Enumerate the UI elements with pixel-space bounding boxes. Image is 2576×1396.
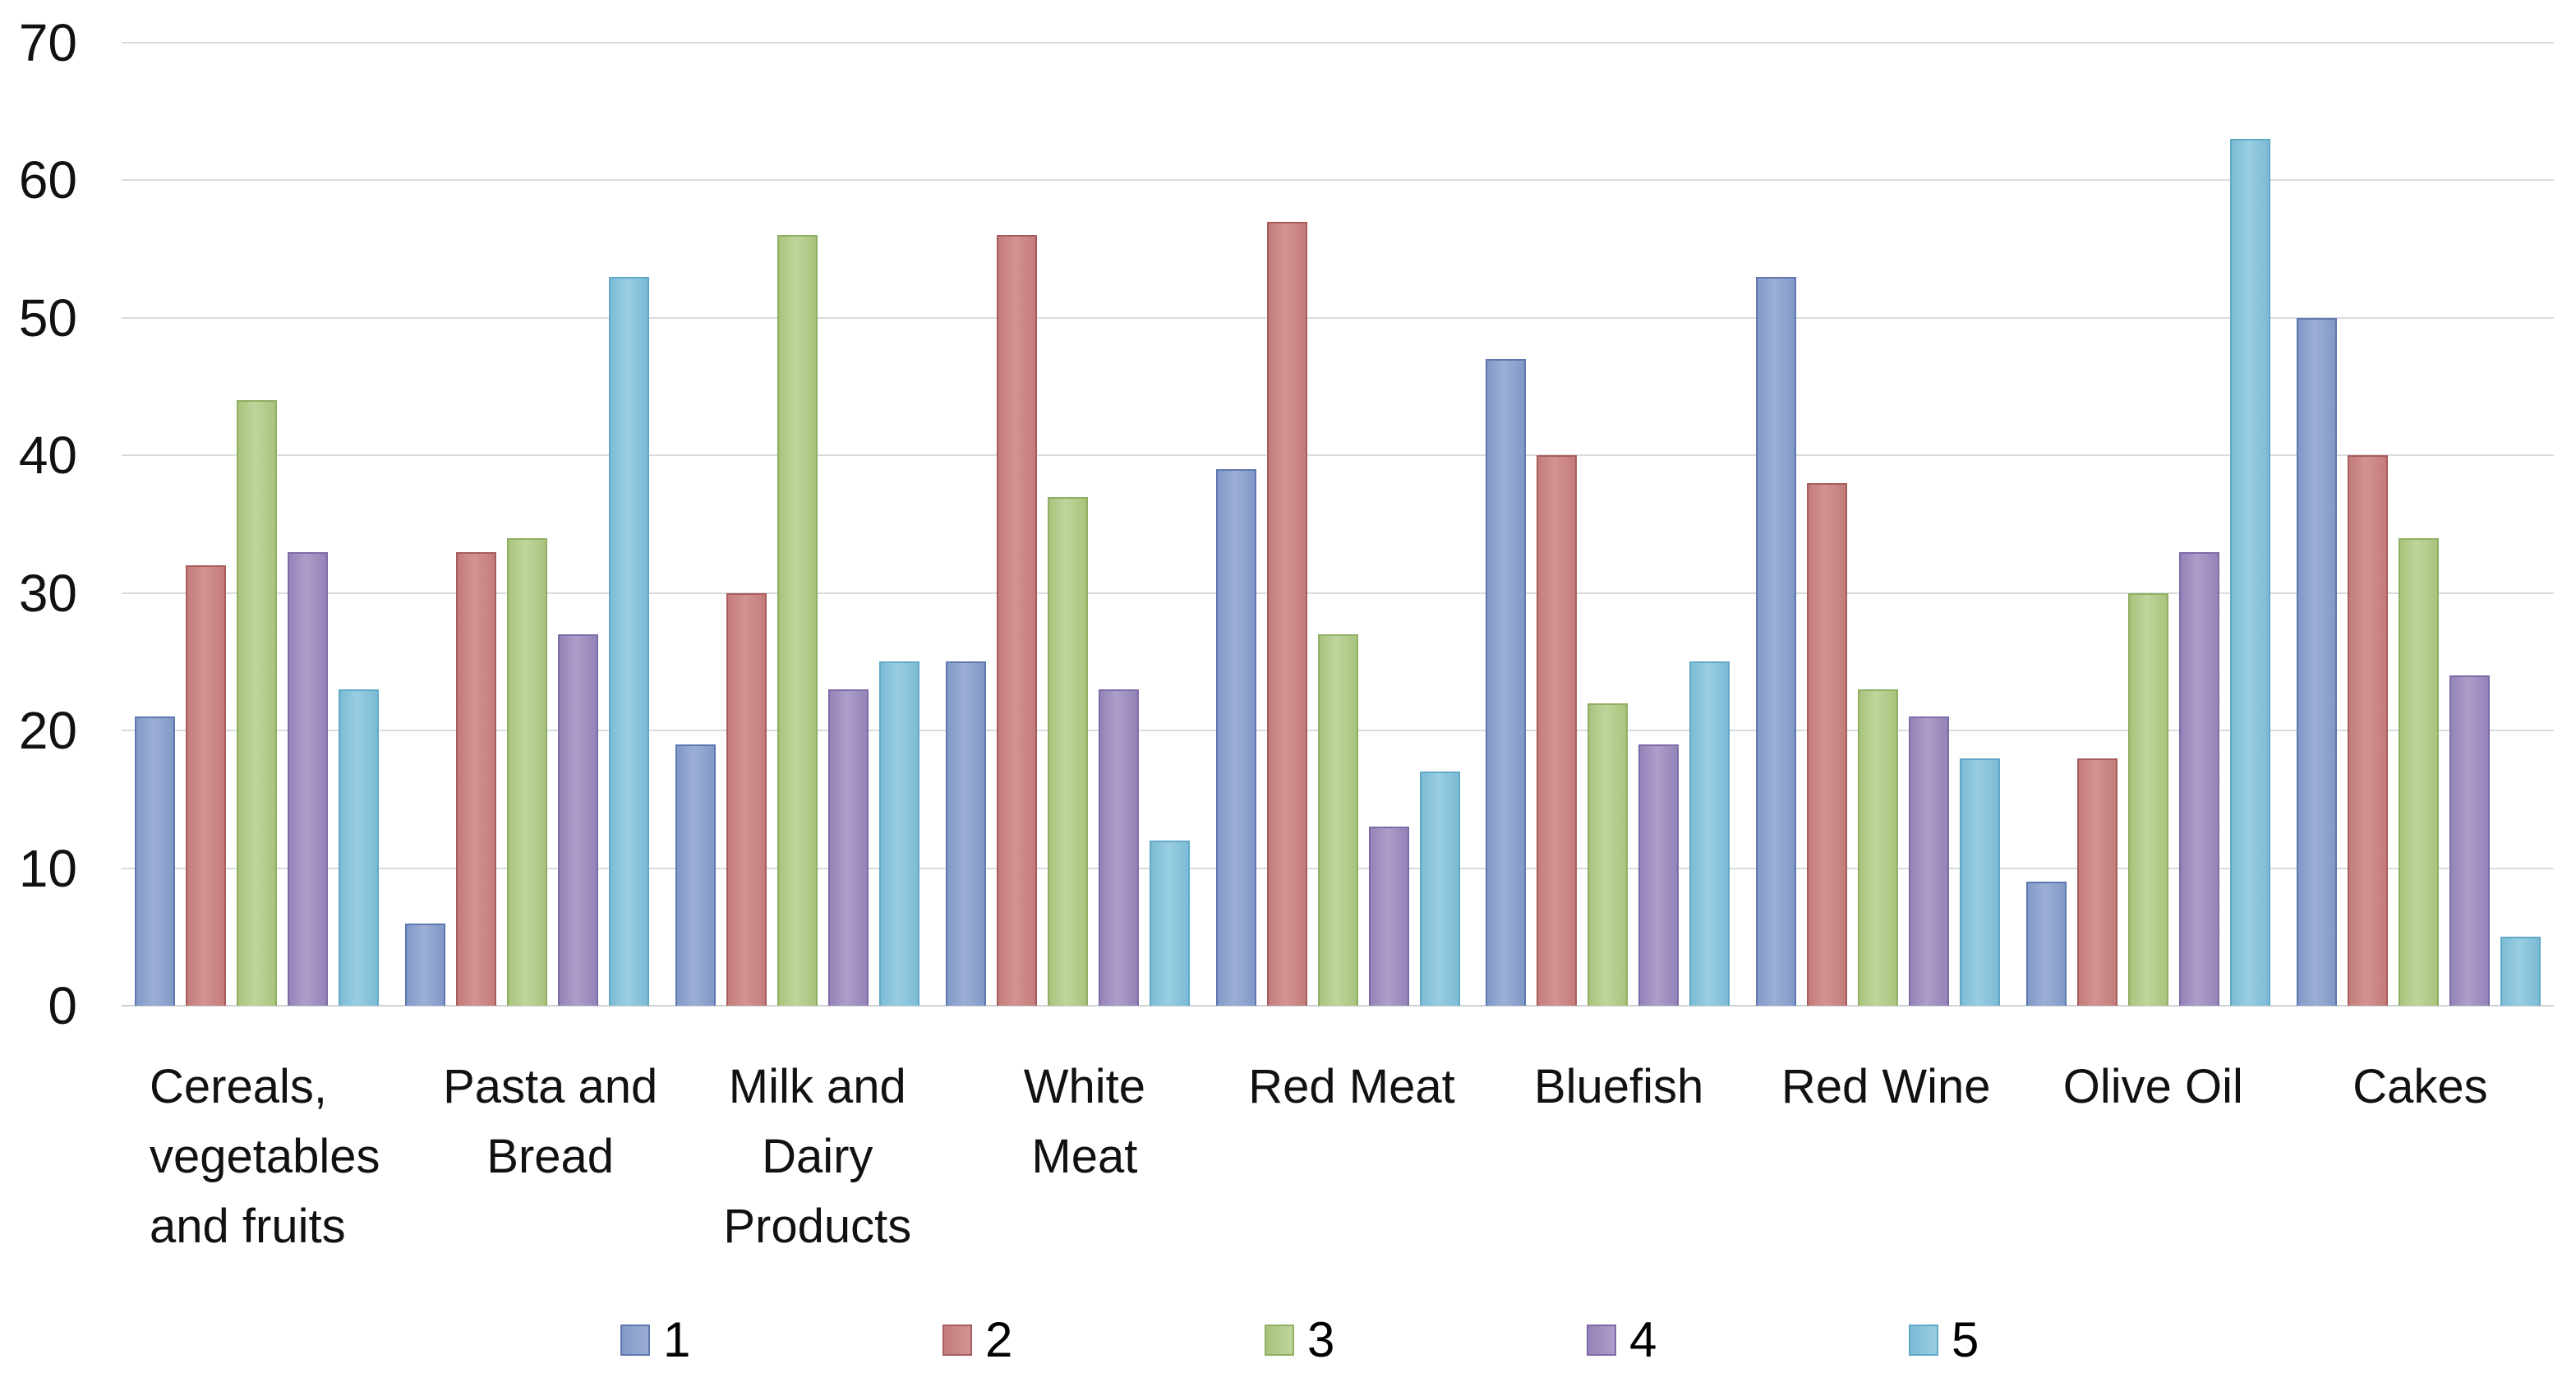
bar-series-3-7: [1858, 689, 1899, 1006]
x-category-label-8: Olive Oil: [2062, 1060, 2243, 1113]
bar-group-4: [933, 43, 1203, 1006]
bar-series-3-8: [2128, 592, 2169, 1006]
bar-series-5-9: [2500, 937, 2541, 1006]
bar-series-3-1: [236, 400, 277, 1006]
bar-group-5: [1203, 43, 1473, 1006]
x-category-label-2: Pasta and Bread: [443, 1060, 658, 1183]
bar-series-3-4: [1047, 496, 1088, 1006]
x-category-label-9: Cakes: [2353, 1060, 2488, 1113]
legend-label: 1: [663, 1312, 691, 1367]
bar-series-5-7: [1960, 758, 2001, 1006]
bar-series-5-6: [1689, 661, 1730, 1006]
bar-series-4-7: [1909, 716, 1950, 1006]
y-tick-label-20: 20: [18, 701, 77, 761]
legend-item-3: 3: [1265, 1311, 1587, 1368]
legend-item-1: 1: [620, 1311, 942, 1368]
x-axis-baseline: [122, 1005, 2554, 1007]
bar-series-1-4: [945, 661, 986, 1006]
bar-series-5-5: [1419, 772, 1460, 1006]
legend-swatch-icon: [942, 1324, 972, 1356]
x-category-label-3: Milk and Dairy Products: [723, 1060, 912, 1253]
y-tick-label-30: 30: [18, 563, 77, 623]
legend-swatch-icon: [1587, 1324, 1616, 1356]
legend-swatch-icon: [1909, 1324, 1938, 1356]
bar-group-6: [1472, 43, 1743, 1006]
bar-series-1-5: [1215, 469, 1256, 1006]
bar-series-4-4: [1098, 689, 1139, 1006]
bar-series-4-9: [2449, 675, 2491, 1006]
y-tick-label-40: 40: [18, 426, 77, 486]
bar-series-1-2: [404, 923, 445, 1006]
legend-swatch-icon: [620, 1324, 650, 1356]
gridline-y50: [122, 316, 2554, 319]
legend-label: 3: [1307, 1312, 1335, 1367]
x-category-label-4: White Meat: [1023, 1060, 1146, 1183]
bar-series-4-1: [287, 551, 328, 1006]
x-category-label-1: Cereals, vegetables and fruits: [150, 1060, 380, 1253]
bar-series-2-1: [185, 565, 226, 1006]
bar-series-2-7: [1807, 482, 1848, 1006]
x-category-label-6: Bluefish: [1533, 1060, 1704, 1113]
bar-group-9: [2283, 43, 2554, 1006]
y-tick-label-10: 10: [18, 838, 77, 898]
bar-series-2-3: [726, 592, 767, 1006]
bar-series-1-3: [675, 744, 716, 1006]
x-axis-labels: Cereals, vegetables and fruits Pasta and …: [122, 1052, 2554, 1261]
legend-swatch-icon: [1265, 1324, 1294, 1356]
x-category-label-7: Red Wine: [1781, 1060, 1991, 1113]
bar-series-2-5: [1266, 221, 1307, 1006]
bar-series-5-4: [1149, 841, 1190, 1006]
bar-series-5-8: [2230, 139, 2271, 1006]
bar-series-4-8: [2179, 551, 2220, 1006]
bar-series-3-3: [776, 235, 818, 1006]
legend-item-4: 4: [1587, 1311, 1909, 1368]
bar-series-2-8: [2077, 758, 2118, 1006]
gridline-y60: [122, 179, 2554, 182]
bar-series-2-9: [2348, 455, 2389, 1006]
bar-series-1-1: [134, 716, 175, 1006]
bar-series-3-6: [1588, 703, 1629, 1006]
y-tick-label-70: 70: [18, 13, 77, 72]
bar-series-3-2: [506, 537, 547, 1006]
y-tick-label-50: 50: [18, 288, 77, 348]
bar-series-5-1: [338, 689, 379, 1006]
bar-series-3-5: [1317, 633, 1358, 1006]
y-tick-label-0: 0: [48, 976, 77, 1035]
bar-groups: [122, 43, 2554, 1006]
legend-item-2: 2: [942, 1311, 1265, 1368]
bar-series-3-9: [2399, 537, 2440, 1006]
bar-series-4-6: [1638, 744, 1680, 1006]
bar-series-1-7: [1756, 276, 1797, 1006]
y-tick-label-60: 60: [18, 150, 77, 210]
legend-item-5: 5: [1909, 1311, 2231, 1368]
bar-series-1-8: [2026, 882, 2067, 1006]
bar-group-1: [122, 43, 392, 1006]
gridline-y30: [122, 592, 2554, 594]
bar-group-3: [662, 43, 933, 1006]
x-category-label-5: Red Meat: [1248, 1060, 1455, 1113]
bar-series-5-3: [878, 661, 919, 1006]
bar-series-2-2: [455, 551, 496, 1006]
bar-series-4-3: [827, 689, 869, 1006]
bar-series-1-6: [1486, 359, 1527, 1006]
legend: 1 2 3 4 5: [620, 1311, 2231, 1368]
bar-series-2-6: [1537, 455, 1578, 1006]
bar-series-4-2: [557, 633, 598, 1006]
bar-series-4-5: [1368, 827, 1409, 1006]
bar-group-8: [2013, 43, 2283, 1006]
gridline-y40: [122, 454, 2554, 457]
legend-label: 2: [985, 1312, 1013, 1367]
legend-label: 4: [1629, 1312, 1657, 1367]
bar-series-2-4: [996, 235, 1037, 1006]
bar-series-5-2: [608, 276, 649, 1006]
legend-label: 5: [1952, 1312, 1979, 1367]
gridline-y70: [122, 42, 2554, 44]
bar-group-7: [1743, 43, 2013, 1006]
bar-group-2: [392, 43, 662, 1006]
bar-series-1-9: [2297, 317, 2338, 1006]
